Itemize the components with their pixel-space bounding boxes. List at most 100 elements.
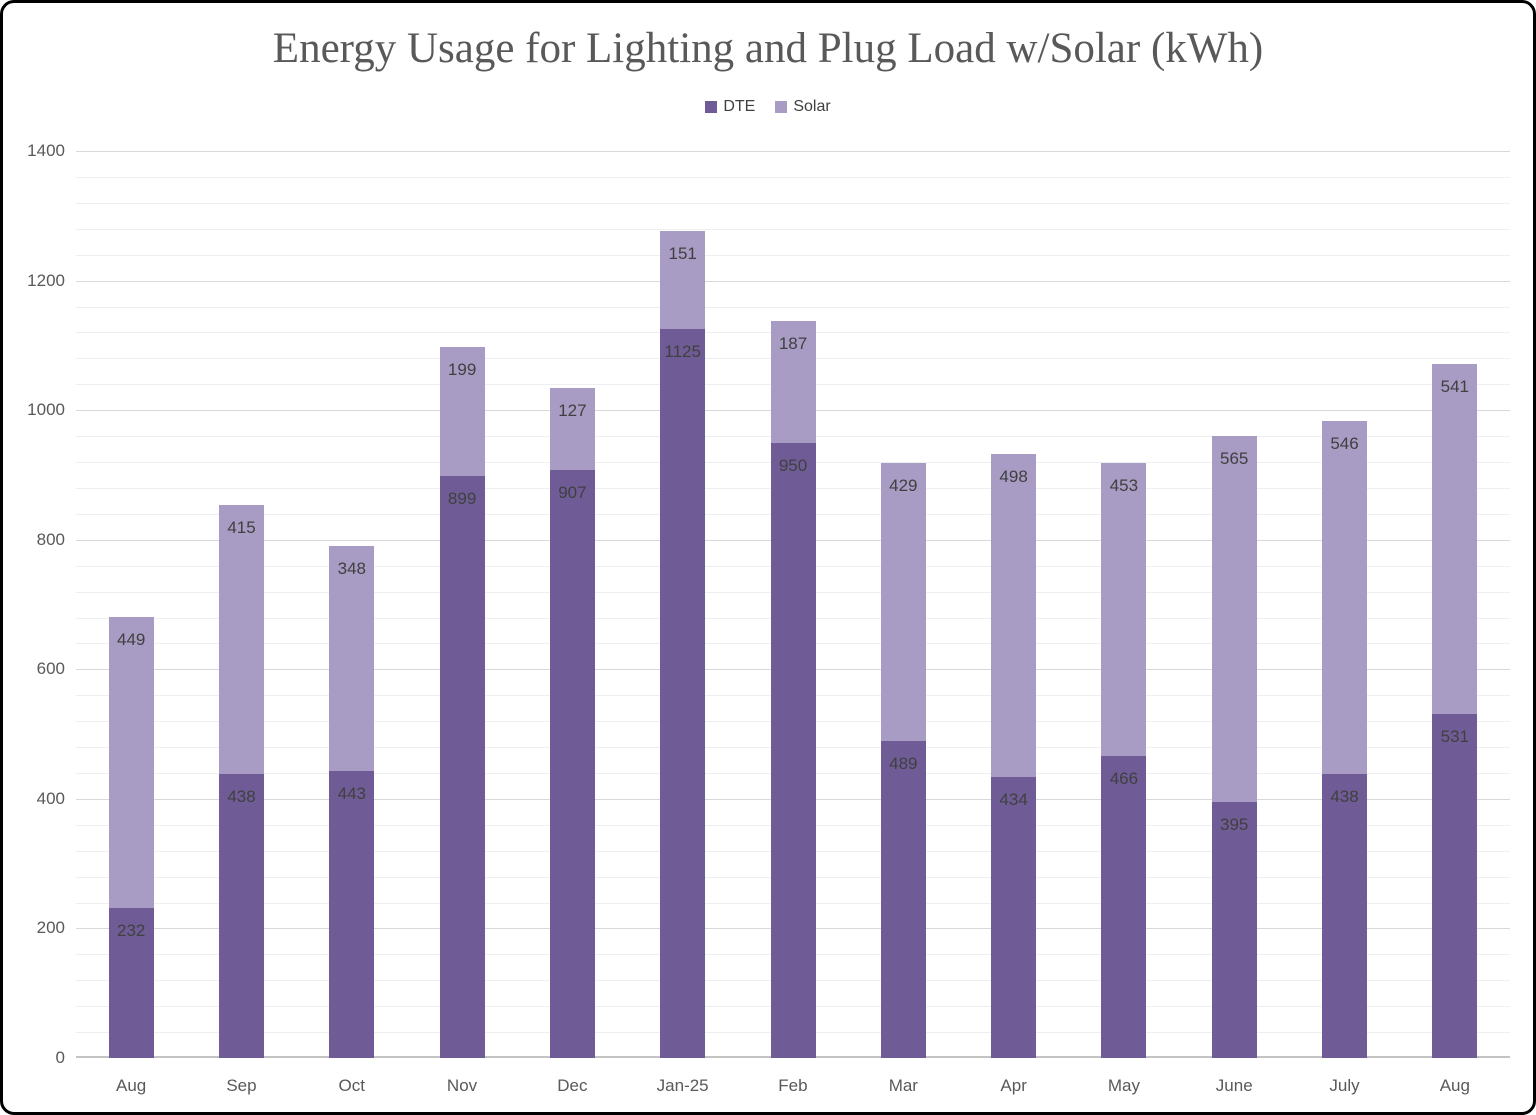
y-tick-label: 800	[36, 529, 65, 549]
solar-value-label: 565	[1220, 449, 1249, 469]
x-tick-label: Nov	[446, 1076, 478, 1095]
dte-value-label: 466	[1109, 769, 1139, 789]
dte-bar-segment: 443	[329, 771, 375, 1058]
bar-group-oct-2: 443 348	[329, 545, 375, 1058]
minor-gridline	[76, 254, 1510, 256]
x-tick-label: Apr	[1000, 1076, 1027, 1095]
plot-area: 232 449 438 415 443 348 899 199 907 127 1125 151 950…	[76, 151, 1510, 1058]
solar-value-label: 415	[227, 518, 256, 538]
solar-value-label: 546	[1330, 433, 1359, 453]
dte-bar-segment: 232	[108, 907, 154, 1058]
dte-value-label: 489	[889, 754, 918, 774]
solar-bar-segment: 498	[991, 454, 1037, 777]
solar-value-label: 498	[999, 467, 1028, 487]
dte-bar-segment: 434	[991, 776, 1037, 1058]
minor-gridline	[76, 176, 1510, 178]
minor-gridline	[76, 228, 1510, 230]
dte-bar-segment: 531	[1432, 714, 1478, 1058]
x-tick-label: Oct	[338, 1076, 365, 1095]
bar-group-july-11: 438 546	[1322, 420, 1367, 1058]
dte-value-label: 443	[337, 784, 366, 803]
x-tick-label: Aug	[116, 1076, 147, 1095]
dte-value-label: 950	[778, 455, 808, 475]
solar-bar-segment: 127	[549, 388, 595, 471]
solar-bar-segment: 453	[1101, 462, 1147, 757]
dte-value-label: 438	[227, 787, 256, 807]
solar-bar-segment: 415	[219, 505, 264, 775]
dte-legend-swatch-icon	[705, 101, 718, 113]
solar-bar-segment: 449	[108, 616, 154, 908]
bar-group-june-10: 395 565	[1211, 436, 1257, 1058]
x-tick-label: Feb	[778, 1076, 808, 1095]
solar-value-label: 453	[1109, 475, 1139, 495]
minor-gridline	[76, 202, 1510, 204]
solar-value-label: 429	[889, 476, 918, 496]
dte-bar-segment: 438	[219, 774, 264, 1058]
solar-value-label: 541	[1440, 376, 1469, 396]
bar-group-may-9: 466 453	[1101, 462, 1147, 1058]
minor-gridline	[76, 306, 1510, 308]
chart-title: Energy Usage for Lighting and Plug Load …	[272, 25, 1264, 72]
bar-group-mar-7: 489 429	[880, 463, 926, 1058]
solar-bar-segment: 151	[660, 231, 706, 330]
dte-value-label: 395	[1220, 815, 1249, 835]
dte-value-label: 434	[999, 789, 1028, 809]
legend: DTE Solar	[3, 97, 1533, 117]
x-tick-label: Jan-25	[656, 1076, 709, 1095]
dte-bar-segment: 1125	[660, 329, 706, 1058]
x-tick-label: May	[1107, 1076, 1140, 1095]
dte-value-label: 438	[1330, 787, 1359, 807]
solar-value-label: 348	[337, 558, 366, 578]
bar-group-sep-1: 438 415	[219, 505, 264, 1058]
dte-bar-segment: 466	[1101, 756, 1147, 1058]
solar-legend-swatch-icon	[775, 101, 788, 113]
solar-value-label: 127	[558, 401, 587, 421]
dte-bar-segment: 907	[549, 470, 595, 1058]
y-axis-labels: 0 200 400 600 800 1000 1200 1400	[3, 3, 65, 1112]
bar-group-dec-4: 907 127	[549, 388, 595, 1058]
x-tick-label: June	[1215, 1076, 1253, 1095]
dte-legend-label: DTE	[723, 98, 756, 115]
dte-bar-segment: 950	[770, 442, 816, 1058]
solar-legend-label: Solar	[793, 98, 831, 115]
solar-bar-segment: 546	[1322, 420, 1367, 775]
dte-value-label: 899	[447, 488, 477, 508]
solar-value-label: 449	[117, 629, 146, 649]
solar-bar-segment: 565	[1211, 436, 1257, 803]
x-tick-label: Mar	[888, 1076, 918, 1095]
y-tick-label: 1000	[27, 400, 65, 420]
dte-bar-segment: 489	[880, 741, 926, 1058]
dte-bar-segment: 899	[439, 475, 485, 1058]
solar-bar-segment: 541	[1432, 363, 1478, 714]
y-tick-label: 1200	[27, 270, 65, 290]
bar-group-apr-8: 434 498	[991, 454, 1037, 1058]
y-tick-label: 0	[55, 1048, 65, 1067]
x-tick-label: Aug	[1439, 1076, 1470, 1095]
solar-value-label: 187	[778, 334, 808, 354]
major-gridline	[76, 151, 1510, 152]
y-tick-label: 600	[36, 659, 65, 679]
major-gridline	[76, 280, 1510, 282]
bar-group-feb-6: 950 187	[770, 321, 816, 1058]
x-tick-label: Sep	[226, 1076, 257, 1095]
bar-group-aug-0: 232 449	[108, 616, 154, 1058]
x-axis-labels: Aug Sep Oct Nov Dec Jan-25 Feb Mar Apr May June Jul…	[76, 1074, 1510, 1100]
legend-item-solar: Solar	[775, 97, 831, 117]
dte-bar-segment: 438	[1322, 774, 1367, 1058]
legend-item-dte: DTE	[705, 97, 755, 117]
dte-value-label: 1125	[664, 342, 701, 362]
dte-value-label: 232	[117, 920, 146, 940]
solar-value-label: 199	[447, 359, 477, 379]
solar-bar-segment: 429	[880, 463, 926, 742]
y-tick-label: 200	[36, 918, 65, 938]
solar-bar-segment: 187	[770, 321, 816, 443]
dte-bar-segment: 395	[1211, 802, 1257, 1058]
solar-bar-segment: 348	[329, 545, 375, 771]
x-tick-label: July	[1329, 1076, 1360, 1095]
y-tick-label: 400	[36, 788, 65, 808]
solar-value-label: 151	[668, 244, 697, 264]
bar-group-aug-12: 531 541	[1432, 363, 1478, 1058]
bar-group-nov-3: 899 199	[439, 346, 485, 1058]
x-tick-label: Dec	[557, 1076, 588, 1095]
